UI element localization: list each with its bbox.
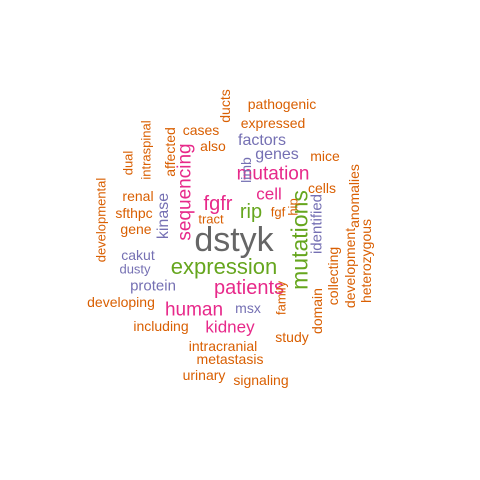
- word-urinary: urinary: [182, 367, 226, 383]
- word-genes: genes: [255, 146, 299, 163]
- word-ducts: ducts: [217, 89, 233, 123]
- word-rip: rip: [239, 201, 263, 223]
- word-human: human: [164, 299, 224, 321]
- word-pathogenic: pathogenic: [247, 96, 317, 112]
- word-intraspinal: intraspinal: [138, 120, 154, 180]
- word-identified: identified: [308, 193, 326, 255]
- word-heterozygous: heterozygous: [358, 218, 374, 304]
- word-intracranial: intracranial: [188, 338, 258, 354]
- word-dstyk: dstyk: [194, 221, 274, 259]
- word-including: including: [133, 318, 189, 334]
- word-fgfr: fgfr: [203, 193, 233, 215]
- word-limb: limb: [238, 157, 254, 183]
- word-renal: renal: [122, 188, 154, 204]
- word-cells: cells: [307, 180, 337, 196]
- word-affected: affected: [162, 127, 178, 177]
- word-signaling: signaling: [233, 372, 289, 388]
- word-metastasis: metastasis: [196, 351, 264, 367]
- word-mutation: mutation: [236, 163, 310, 185]
- word-study: study: [275, 329, 309, 345]
- word-collecting: collecting: [325, 246, 341, 306]
- word-hip: hip: [285, 198, 301, 216]
- word-tract: tract: [198, 211, 224, 227]
- word-fgf: fgf: [270, 204, 286, 220]
- word-gene: gene: [120, 221, 152, 237]
- word-expression: expression: [170, 254, 278, 279]
- word-cell: cell: [256, 184, 282, 204]
- word-sfthpc: sfthpc: [115, 205, 153, 221]
- word-cakut: cakut: [121, 247, 155, 263]
- word-patients: patients: [213, 277, 285, 299]
- word-dusty: dusty: [119, 261, 151, 277]
- word-developmental: developmental: [93, 177, 109, 263]
- word-dual: dual: [120, 150, 136, 176]
- word-msx: msx: [235, 300, 261, 316]
- word-cases: cases: [182, 122, 220, 138]
- word-kinase: kinase: [155, 192, 172, 240]
- word-developing: developing: [87, 294, 155, 310]
- word-family: family: [273, 281, 289, 315]
- word-mice: mice: [310, 148, 340, 164]
- word-sequencing: sequencing: [174, 143, 196, 241]
- word-development: development: [342, 227, 358, 309]
- word-protein: protein: [130, 277, 176, 295]
- word-expressed: expressed: [240, 115, 306, 131]
- word-factors: factors: [237, 132, 287, 149]
- word-also: also: [200, 138, 226, 154]
- word-domain: domain: [309, 288, 325, 334]
- word-kidney: kidney: [205, 317, 255, 337]
